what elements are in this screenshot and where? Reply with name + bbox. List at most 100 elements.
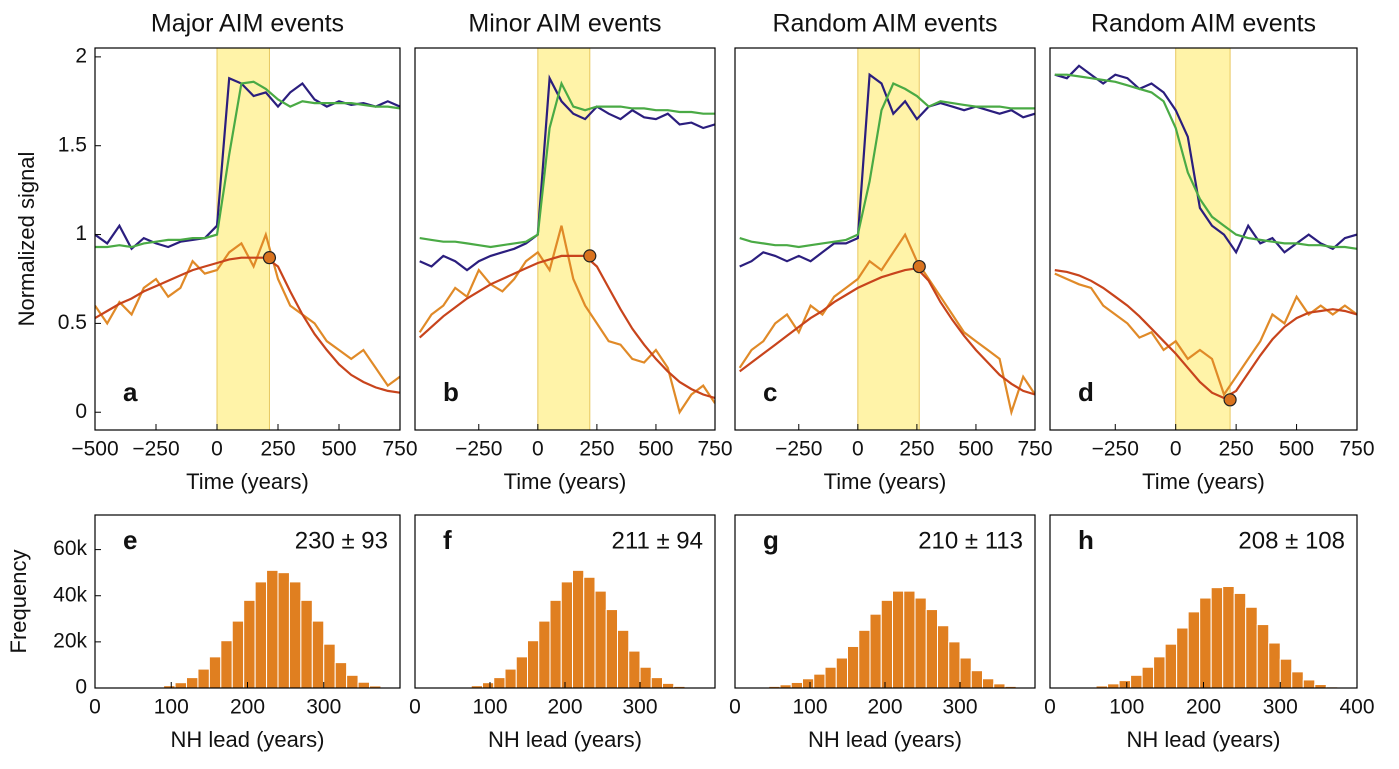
- histogram-bar: [1188, 612, 1200, 688]
- plot-area: [95, 48, 400, 430]
- y-tick-label: 0: [75, 400, 87, 423]
- stat-annotation: 230 ± 93: [295, 527, 388, 554]
- histogram-bar: [1108, 684, 1120, 688]
- y-tick-label: 2: [75, 44, 87, 67]
- histogram-bar: [255, 582, 266, 688]
- histogram-bar: [983, 679, 994, 688]
- histogram-bar: [618, 630, 629, 688]
- histogram-bar: [483, 683, 494, 688]
- histogram-bar: [335, 663, 346, 688]
- histogram-bar: [960, 658, 971, 688]
- histogram-bar: [244, 600, 255, 688]
- histogram-bar: [1246, 607, 1258, 688]
- x-tick-label: −250: [775, 438, 822, 461]
- histogram-bar: [848, 646, 859, 688]
- plot-area: [1055, 48, 1357, 430]
- x-tick-label: 300: [1263, 696, 1298, 719]
- histogram-bar: [1200, 598, 1212, 688]
- y-tick-label: 1: [75, 222, 87, 245]
- plot-area: [141, 570, 393, 688]
- y-axis-label: Normalized signal: [14, 152, 39, 327]
- histogram-bar: [312, 621, 323, 688]
- x-tick-label: −250: [1092, 438, 1139, 461]
- histogram-bar: [198, 669, 209, 688]
- histogram-bar: [1119, 681, 1131, 688]
- histogram-bar: [209, 657, 220, 688]
- panel-letter: f: [443, 525, 452, 555]
- x-tick-label: 300: [622, 696, 657, 719]
- x-tick-label: 250: [899, 438, 934, 461]
- y-tick-label: 20k: [53, 629, 87, 652]
- histogram-bar: [836, 658, 847, 688]
- histogram-bar: [1165, 644, 1177, 688]
- x-tick-label: 250: [579, 438, 614, 461]
- x-tick-label: 400: [1339, 696, 1374, 719]
- x-axis-label: NH lead (years): [1126, 727, 1280, 752]
- plot-area: [746, 591, 1027, 688]
- histogram-bar: [1223, 587, 1235, 688]
- histogram-bar: [494, 678, 505, 688]
- stat-annotation: 208 ± 108: [1238, 527, 1345, 554]
- panel: Major AIM events Time (years) Normalized s…: [14, 10, 418, 494]
- histogram-bar: [505, 669, 516, 688]
- histogram-bar: [881, 600, 892, 688]
- panel-letter: b: [443, 377, 459, 407]
- histogram-bar: [1154, 657, 1166, 688]
- histogram-bar: [221, 641, 232, 688]
- x-tick-label: 200: [867, 696, 902, 719]
- x-tick-label: 0: [211, 438, 223, 461]
- x-tick-label: 100: [472, 696, 507, 719]
- plot-area: [449, 570, 697, 688]
- histogram-bar: [1303, 680, 1315, 688]
- histogram-bar: [640, 667, 651, 688]
- histogram-bar: [606, 610, 617, 688]
- x-tick-label: 300: [942, 696, 977, 719]
- histogram-bar: [926, 610, 937, 688]
- panel-title: Major AIM events: [151, 10, 344, 38]
- histogram-bar: [573, 570, 584, 688]
- histogram-bar: [915, 598, 926, 688]
- panel-letter: d: [1078, 377, 1094, 407]
- y-axis-label: Frequency: [6, 550, 31, 654]
- histogram-bar: [1177, 628, 1189, 688]
- histogram-bar: [1292, 672, 1304, 688]
- histogram-bar: [278, 573, 289, 688]
- peak-marker: [913, 261, 925, 273]
- histogram-bar: [814, 674, 825, 688]
- highlight-band: [1176, 48, 1230, 430]
- x-tick-label: 0: [729, 696, 741, 719]
- x-tick-label: 100: [792, 696, 827, 719]
- x-tick-label: 250: [260, 438, 295, 461]
- panel-title: Random AIM events: [1091, 10, 1316, 38]
- histogram-bar: [651, 678, 662, 688]
- x-axis-label: Time (years): [824, 469, 947, 494]
- x-tick-label: 200: [547, 696, 582, 719]
- histogram-bar: [803, 679, 814, 688]
- x-tick-label: 0: [532, 438, 544, 461]
- histogram-bar: [539, 621, 550, 688]
- histogram-bar: [1142, 667, 1154, 688]
- x-tick-label: 0: [1170, 438, 1182, 461]
- x-axis-label: NH lead (years): [488, 727, 642, 752]
- plot-area: [740, 48, 1035, 430]
- histogram-bar: [595, 591, 606, 688]
- histogram-bar: [232, 621, 243, 688]
- histogram-bar: [1211, 588, 1223, 688]
- panel-letter: g: [763, 525, 779, 555]
- histogram-bar: [904, 591, 915, 688]
- panel-letter: h: [1078, 525, 1094, 555]
- histogram-bar: [301, 600, 312, 688]
- histogram-bar: [324, 644, 335, 688]
- highlight-band: [217, 48, 269, 430]
- x-axis-label: Time (years): [186, 469, 309, 494]
- plot-area: [420, 48, 715, 430]
- histogram-bar: [289, 582, 300, 688]
- peak-marker: [263, 252, 275, 264]
- y-tick-label: 0: [75, 676, 87, 699]
